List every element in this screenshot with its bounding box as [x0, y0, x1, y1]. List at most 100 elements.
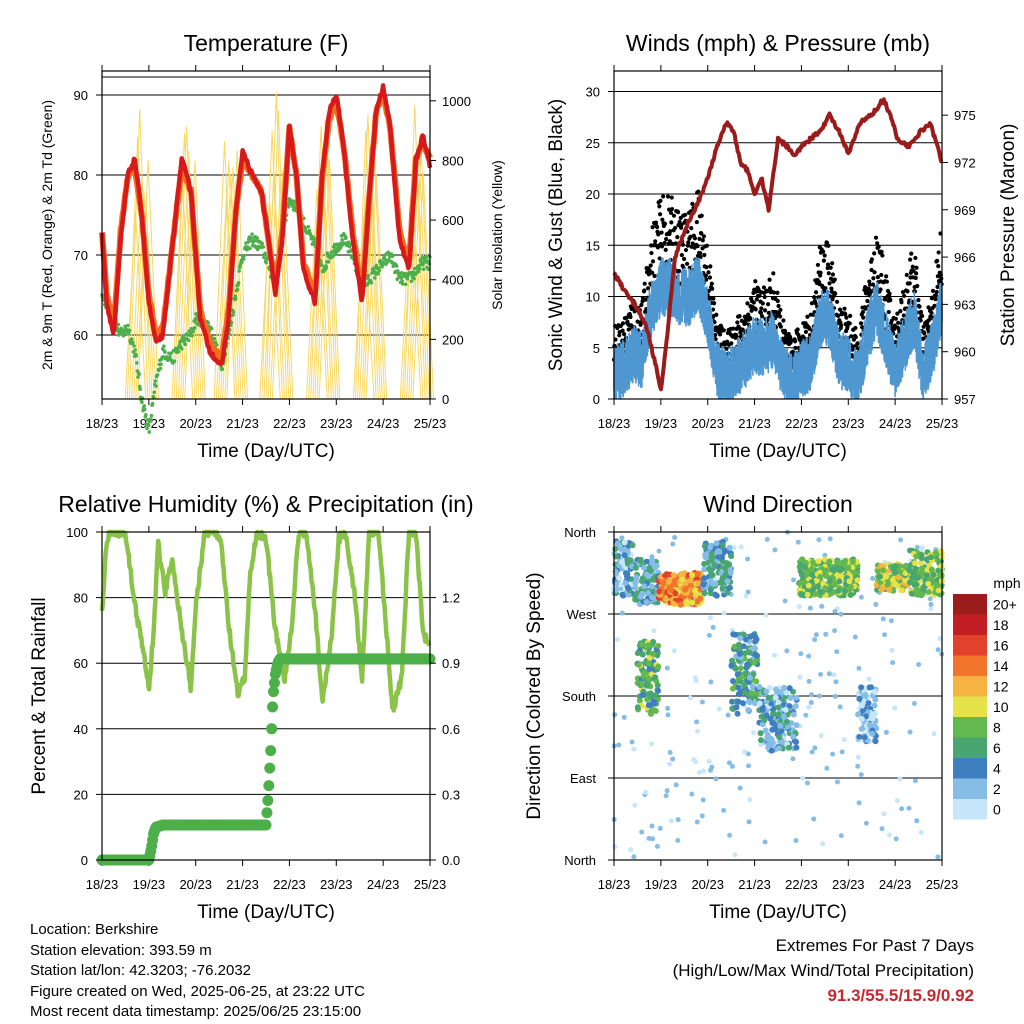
gust-point — [675, 235, 680, 240]
legend-label: 14 — [993, 658, 1009, 674]
gust-point — [694, 219, 699, 225]
direction-point — [918, 560, 925, 567]
gust-point — [884, 279, 889, 284]
dewpoint-point — [220, 367, 225, 371]
direction-title: Wind Direction — [703, 491, 853, 517]
winds-y2tick-label: 972 — [954, 155, 976, 170]
gust-point — [880, 253, 885, 258]
direction-point — [869, 730, 876, 737]
dewpoint-point — [424, 255, 429, 260]
direction-point — [711, 562, 718, 569]
direction-point — [656, 548, 662, 554]
direction-point — [701, 575, 708, 582]
gust-point — [853, 325, 858, 331]
direction-point — [855, 711, 862, 718]
direction-point — [918, 829, 924, 835]
direction-point — [742, 636, 749, 643]
direction-point — [890, 660, 896, 666]
dewpoint-point — [186, 338, 191, 343]
solar-line — [306, 190, 328, 400]
dewpoint-point — [255, 247, 260, 252]
humidity-xtick-label: 23/23 — [320, 877, 353, 892]
gust-point — [821, 249, 826, 254]
dewpoint-point — [241, 257, 246, 261]
dewpoint-point — [383, 257, 388, 262]
direction-point — [895, 574, 902, 581]
precip-point — [262, 795, 274, 807]
gust-point — [926, 305, 931, 310]
winds-chart: Winds (mph) & Pressure (mb) Time (Day/UTC… — [546, 30, 1019, 462]
dewpoint-point — [126, 323, 130, 328]
direction-point — [866, 676, 872, 682]
direction-point — [645, 675, 652, 682]
direction-point — [833, 679, 839, 685]
solar-line — [173, 133, 196, 400]
direction-point — [624, 570, 631, 577]
dewpoint-point — [235, 287, 240, 292]
direction-point — [752, 651, 759, 658]
direction-point — [634, 650, 641, 657]
direction-point — [664, 788, 670, 794]
gust-point — [836, 313, 841, 319]
precip-point — [266, 723, 278, 735]
solar-line — [265, 92, 288, 400]
direction-point — [628, 847, 634, 853]
direction-point — [781, 684, 788, 691]
winds-y2tick-label: 969 — [954, 203, 976, 218]
gust-point — [638, 322, 643, 327]
direction-point — [655, 663, 662, 670]
direction-point — [805, 582, 812, 589]
gust-point — [669, 195, 674, 200]
direction-point — [649, 559, 656, 566]
direction-point — [907, 579, 914, 586]
direction-point — [888, 618, 894, 624]
direction-point — [632, 802, 638, 808]
direction-point — [746, 674, 753, 681]
gust-point — [657, 256, 662, 261]
precip-point — [268, 677, 280, 689]
winds-ytick-label: 5 — [593, 341, 600, 356]
gust-point — [793, 345, 798, 351]
direction-point — [838, 833, 844, 839]
direction-point — [754, 690, 761, 697]
direction-point — [696, 769, 702, 775]
direction-point — [766, 684, 773, 691]
legend-label: 10 — [993, 699, 1009, 715]
direction-point — [687, 695, 693, 701]
gust-point — [698, 251, 703, 256]
dewpoint-point — [366, 273, 371, 278]
direction-point — [706, 758, 712, 764]
gust-point — [708, 264, 713, 269]
direction-point — [805, 780, 811, 786]
direction-point — [858, 716, 865, 723]
gust-point — [679, 252, 684, 258]
direction-point — [768, 700, 775, 707]
direction-point — [856, 733, 863, 740]
dewpoint-point — [144, 413, 148, 417]
gust-point — [921, 324, 926, 329]
winds-y2tick-label: 975 — [954, 108, 976, 123]
direction-point — [713, 540, 720, 547]
gust-point — [842, 306, 847, 311]
direction-point — [625, 584, 632, 591]
dewpoint-point — [134, 353, 139, 358]
solar-line — [318, 159, 341, 400]
direction-point — [932, 549, 939, 556]
direction-point — [762, 727, 769, 734]
direction-point — [713, 776, 719, 782]
direction-point — [716, 706, 722, 712]
dewpoint-point — [127, 328, 132, 333]
direction-point — [710, 624, 716, 630]
gust-point — [914, 271, 919, 276]
direction-point — [735, 684, 742, 691]
humidity-xtick-label: 25/23 — [414, 877, 447, 892]
direction-point — [817, 588, 824, 595]
direction-point — [790, 756, 796, 762]
humidity-frame — [101, 531, 431, 861]
direction-point — [930, 571, 937, 578]
direction-point — [649, 741, 655, 747]
gust-point — [747, 316, 753, 322]
direction-point — [756, 683, 763, 690]
dewpoint-point — [136, 375, 140, 379]
gust-point — [688, 234, 693, 239]
